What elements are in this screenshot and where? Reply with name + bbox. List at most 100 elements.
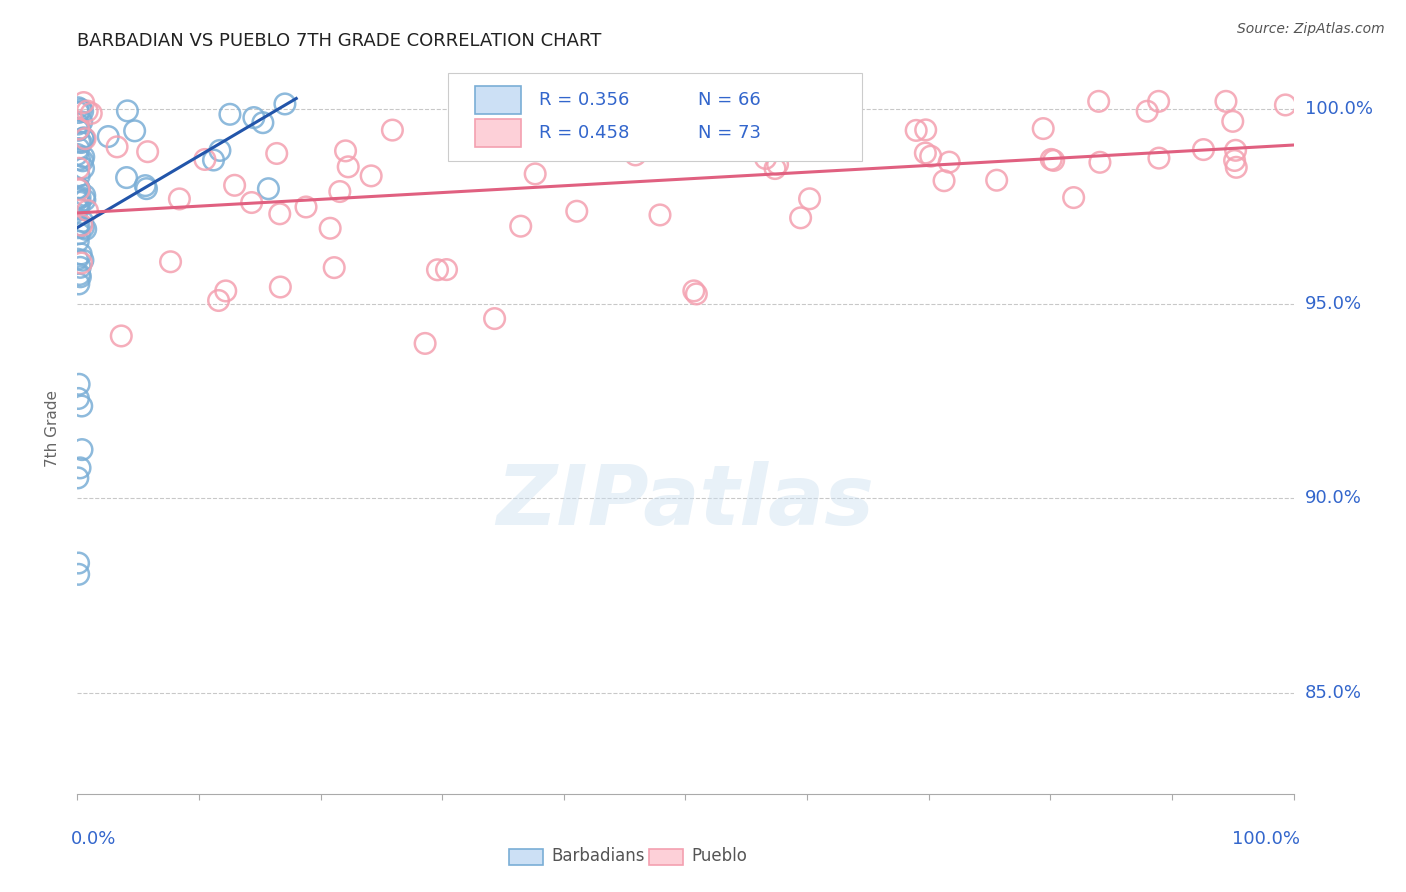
Point (117, 103, 139, 118)
Point (66, 147, 89, 161)
Point (202, 153, 225, 167)
Point (319, 221, 342, 235)
Point (66, 220, 89, 235)
Point (1136, 104, 1159, 119)
Point (565, 204, 588, 219)
Point (986, 173, 1008, 187)
Point (1223, 153, 1246, 168)
Point (335, 144, 357, 158)
Point (1215, 95, 1237, 109)
Point (67, 234, 90, 248)
Text: 85.0%: 85.0% (1305, 684, 1361, 702)
Point (97, 129, 120, 144)
Point (295, 200, 318, 214)
Point (67, 123, 90, 137)
Point (124, 124, 146, 138)
Point (67, 169, 90, 183)
Text: N = 73: N = 73 (697, 124, 761, 142)
Point (67, 142, 90, 156)
Point (70, 115, 93, 129)
Point (1274, 98, 1296, 112)
Text: R = 0.356: R = 0.356 (540, 91, 630, 109)
Point (69, 195, 91, 210)
Point (110, 329, 132, 343)
Point (763, 161, 786, 176)
Point (436, 262, 458, 277)
FancyBboxPatch shape (449, 73, 862, 161)
Point (685, 287, 707, 301)
FancyBboxPatch shape (475, 119, 522, 146)
Point (80, 106, 103, 120)
Point (76, 103, 98, 118)
Point (73, 150, 96, 164)
Point (72, 131, 94, 145)
Text: Source: ZipAtlas.com: Source: ZipAtlas.com (1237, 22, 1385, 37)
Point (1040, 153, 1063, 167)
Text: Pueblo: Pueblo (692, 847, 748, 865)
Point (799, 192, 821, 206)
Point (524, 167, 547, 181)
Point (75, 131, 97, 145)
Point (67, 227, 90, 241)
Point (72, 161, 94, 176)
Point (682, 284, 704, 298)
Point (381, 123, 404, 137)
Point (69, 190, 91, 204)
Point (269, 280, 291, 294)
Text: BARBADIAN VS PUEBLO 7TH GRADE CORRELATION CHART: BARBADIAN VS PUEBLO 7TH GRADE CORRELATIO… (77, 32, 602, 50)
Point (69, 461, 91, 475)
Point (69, 135, 91, 149)
Point (70, 442, 93, 457)
Point (73, 131, 96, 145)
Point (115, 170, 138, 185)
Point (243, 111, 266, 125)
Point (66, 471, 89, 485)
Point (1032, 121, 1054, 136)
Point (67, 556, 90, 570)
Point (337, 160, 360, 174)
Point (69, 269, 91, 284)
Point (66, 191, 89, 205)
Point (274, 97, 297, 112)
Point (257, 182, 280, 196)
Text: 0.0%: 0.0% (72, 830, 117, 848)
Point (67, 122, 90, 136)
Point (66, 193, 89, 207)
Point (67, 182, 90, 196)
Point (70, 247, 93, 261)
Point (323, 260, 346, 275)
Point (652, 139, 675, 153)
Point (920, 149, 942, 163)
Point (1192, 143, 1215, 157)
Point (648, 208, 671, 222)
Point (266, 146, 288, 161)
Point (1063, 191, 1085, 205)
Point (73, 193, 96, 207)
Point (224, 178, 246, 193)
Point (1087, 95, 1109, 109)
Text: N = 66: N = 66 (697, 91, 761, 109)
Point (67, 105, 90, 120)
Point (135, 181, 157, 195)
Point (194, 153, 217, 167)
Point (905, 123, 928, 137)
Point (67, 392, 90, 406)
Point (1042, 153, 1064, 168)
Point (914, 146, 936, 161)
Point (932, 174, 955, 188)
Point (67, 277, 90, 291)
FancyBboxPatch shape (475, 86, 522, 113)
Point (67, 377, 90, 392)
Point (474, 123, 496, 137)
Point (134, 178, 156, 193)
Text: ZIPatlas: ZIPatlas (496, 461, 875, 541)
Point (67, 101, 90, 115)
Point (624, 148, 647, 162)
Point (484, 311, 506, 326)
Point (269, 207, 291, 221)
Point (72, 131, 94, 145)
Text: R = 0.458: R = 0.458 (540, 124, 630, 142)
Point (136, 145, 159, 159)
Point (1225, 161, 1247, 175)
Point (215, 284, 238, 298)
